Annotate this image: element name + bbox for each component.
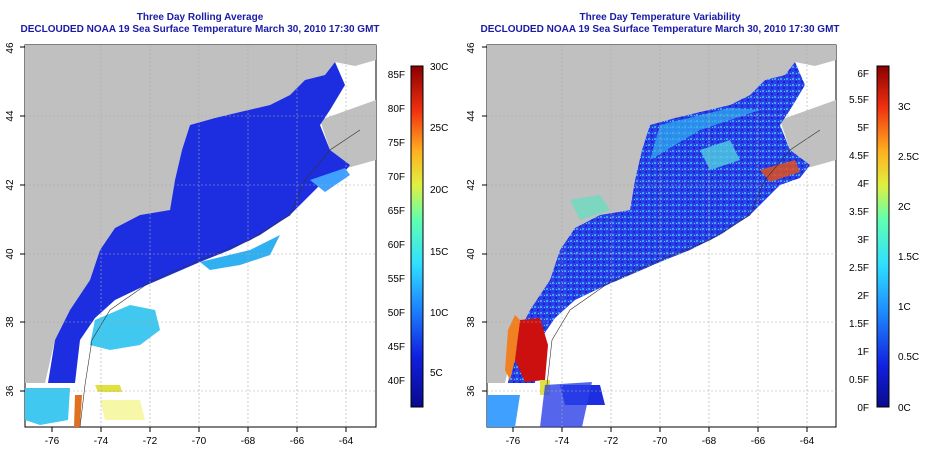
right-colorbar-f-label: 4.5F: [849, 151, 869, 162]
left-colorbar-c-label: 25C: [430, 123, 448, 134]
left-xtick: -76: [45, 436, 60, 447]
left-map: -76 -74 -72 -70 -68 -66 -64 36 38 40 42 …: [5, 42, 448, 447]
right-colorbar-c-label: 3C: [898, 102, 911, 113]
right-colorbar-f-label: 2.5F: [849, 263, 869, 274]
left-ytick: 36: [5, 385, 16, 397]
left-ytick: 46: [5, 42, 16, 54]
left-xtick: -70: [192, 436, 207, 447]
left-xtick: -74: [94, 436, 109, 447]
left-colorbar-f-label: 70F: [388, 172, 405, 183]
left-xtick: -72: [143, 436, 158, 447]
right-colorbar-f-label: 5.5F: [849, 95, 869, 106]
right-colorbar-c-label: 1.5C: [898, 252, 919, 263]
right-xtick: -74: [555, 436, 570, 447]
right-colorbar-c-label: 0.5C: [898, 352, 919, 363]
right-ytick: 40: [466, 248, 477, 260]
right-xtick: -72: [604, 436, 619, 447]
right-map-subtitle: DECLOUDED NOAA 19 Sea Surface Temperatur…: [480, 24, 840, 35]
right-colorbar-f-label: 3.5F: [849, 207, 869, 218]
left-colorbar-c-label: 15C: [430, 247, 448, 258]
left-map-subtitle: DECLOUDED NOAA 19 Sea Surface Temperatur…: [20, 24, 380, 35]
left-xtick: -64: [339, 436, 354, 447]
left-ytick: 42: [5, 179, 16, 191]
right-colorbar-c-label: 0C: [898, 403, 911, 414]
left-xtick: -68: [241, 436, 256, 447]
left-ytick: 40: [5, 248, 16, 260]
left-colorbar-c-label: 10C: [430, 308, 448, 319]
left-colorbar-f-label: 40F: [388, 376, 405, 387]
right-colorbar-f-label: 2F: [857, 291, 869, 302]
left-ytick: 44: [5, 110, 16, 122]
right-colorbar-f-label: 1.5F: [849, 319, 869, 330]
right-ytick: 44: [466, 110, 477, 122]
left-ytick: 38: [5, 316, 16, 328]
right-ytick: 38: [466, 316, 477, 328]
right-colorbar-f-label: 1F: [857, 347, 869, 358]
right-colorbar-c-label: 2C: [898, 202, 911, 213]
left-colorbar-f-label: 55F: [388, 274, 405, 285]
right-colorbar-f-label: 3F: [857, 235, 869, 246]
left-colorbar-f-label: 50F: [388, 308, 405, 319]
left-colorbar-c-label: 5C: [430, 368, 443, 379]
right-ytick: 36: [466, 385, 477, 397]
left-colorbar-f-label: 45F: [388, 342, 405, 353]
right-xtick: -64: [800, 436, 815, 447]
right-colorbar-f-label: 4F: [857, 179, 869, 190]
right-xtick: -68: [702, 436, 717, 447]
right-land: [487, 45, 836, 383]
right-ytick: 46: [466, 42, 477, 54]
right-colorbar-f-label: 5F: [857, 123, 869, 134]
left-colorbar: [410, 65, 424, 408]
left-colorbar-f-label: 80F: [388, 104, 405, 115]
left-colorbar-f-label: 75F: [388, 138, 405, 149]
left-map-title: Three Day Rolling Average: [136, 12, 264, 23]
right-xtick: -66: [751, 436, 766, 447]
left-colorbar-f-label: 65F: [388, 206, 405, 217]
left-colorbar-c-label: 20C: [430, 185, 448, 196]
right-hot-spot: [515, 318, 548, 382]
right-map-title: Three Day Temperature Variability: [579, 12, 741, 23]
right-colorbar-f-label: 6F: [857, 69, 869, 80]
right-variability-water: [508, 62, 810, 383]
right-colorbar-f-label: 0.5F: [849, 375, 869, 386]
left-colorbar-f-label: 85F: [388, 70, 405, 81]
left-colorbar-f-label: 60F: [388, 240, 405, 251]
left-xtick: -66: [290, 436, 305, 447]
right-map: -76 -74 -72 -70 -68 -66 -64 36 38 40 42 …: [466, 42, 919, 447]
right-xtick: -76: [506, 436, 521, 447]
right-colorbar-f-label: 0F: [857, 403, 869, 414]
right-colorbar-c-label: 2.5C: [898, 152, 919, 163]
right-ytick: 42: [466, 179, 477, 191]
left-colorbar-c-label: 30C: [430, 62, 448, 73]
right-colorbar: [876, 65, 890, 408]
right-xtick: -70: [653, 436, 668, 447]
left-land: [25, 45, 376, 383]
right-colorbar-c-label: 1C: [898, 302, 911, 313]
